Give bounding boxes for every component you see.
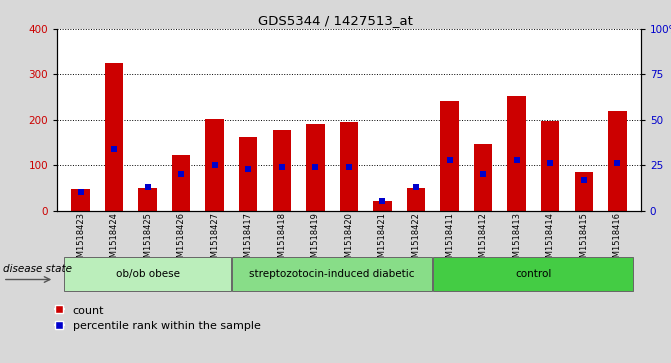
Bar	[306, 124, 325, 211]
Bar	[373, 201, 392, 211]
Bar	[507, 96, 526, 211]
Bar	[105, 63, 123, 211]
Bar	[239, 136, 258, 211]
FancyBboxPatch shape	[433, 257, 633, 291]
FancyBboxPatch shape	[64, 257, 231, 291]
Bar	[440, 101, 459, 211]
Text: control: control	[515, 269, 552, 279]
Text: ob/ob obese: ob/ob obese	[115, 269, 180, 279]
Bar	[205, 119, 224, 211]
FancyBboxPatch shape	[232, 257, 432, 291]
Legend: count, percentile rank within the sample: count, percentile rank within the sample	[50, 301, 265, 336]
Bar	[407, 188, 425, 211]
Bar	[71, 189, 90, 211]
Text: streptozotocin-induced diabetic: streptozotocin-induced diabetic	[250, 269, 415, 279]
Text: GDS5344 / 1427513_at: GDS5344 / 1427513_at	[258, 15, 413, 28]
Bar	[172, 155, 191, 211]
Bar	[608, 111, 627, 211]
Bar	[541, 121, 560, 211]
Bar	[272, 130, 291, 211]
Bar	[574, 172, 593, 211]
Bar	[340, 122, 358, 211]
Bar	[138, 188, 157, 211]
Bar	[474, 144, 493, 211]
Text: disease state: disease state	[3, 264, 72, 274]
